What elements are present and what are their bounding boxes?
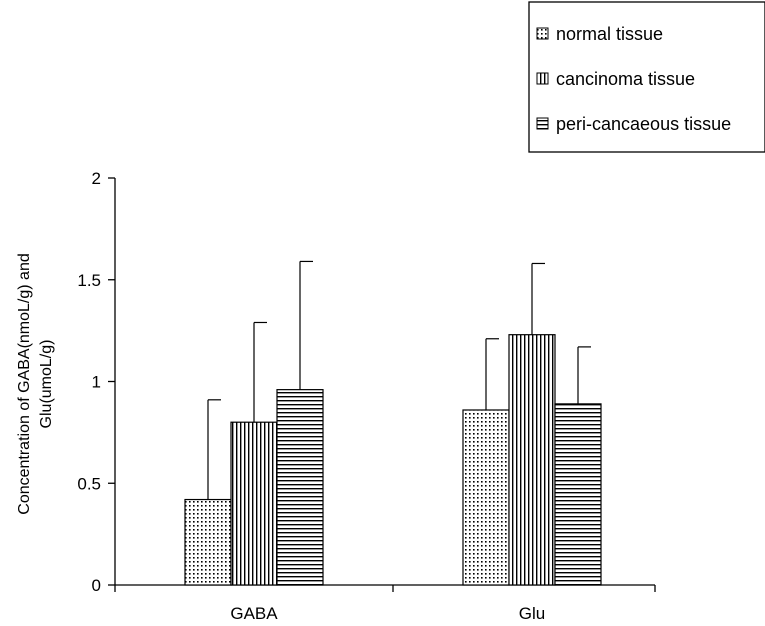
- bar: [508, 334, 556, 586]
- x-category-label: GABA: [230, 604, 278, 623]
- bar: [184, 498, 232, 586]
- x-category-label: Glu: [519, 604, 545, 623]
- y-axis-title-line: Concentration of GABA(nmoL/g) and: [16, 253, 33, 514]
- legend-swatch: [536, 27, 549, 40]
- y-tick-label: 1.5: [77, 271, 101, 290]
- legend: normal tissue cancinoma tissue peri-cancae…: [528, 1, 765, 153]
- error-bars: [207, 260, 591, 500]
- bar: [230, 421, 278, 586]
- y-tick-label: 1: [92, 373, 101, 392]
- bar: [276, 389, 324, 586]
- y-tick-label: 2: [92, 169, 101, 188]
- y-axis-label: Concentration of GABA(nmoL/g) and Glu(umo…: [16, 253, 55, 514]
- legend-label: normal tissue: [556, 24, 663, 44]
- legend-box: [528, 1, 765, 153]
- bars: [184, 334, 602, 586]
- y-tick-label: 0: [92, 576, 101, 595]
- legend-label: peri-cancaeous tissue: [556, 114, 731, 134]
- legend-label: cancinoma tissue: [556, 69, 695, 89]
- bar: [554, 403, 602, 586]
- legend-swatch: [536, 117, 549, 130]
- y-axis-title-line: Glu(umoL/g): [38, 340, 55, 429]
- y-tick-label: 0.5: [77, 474, 101, 493]
- legend-swatch: [536, 72, 549, 85]
- bar: [462, 409, 510, 586]
- y-axis-title: Concentration of GABA(nmoL/g) and Glu(umo…: [16, 253, 55, 514]
